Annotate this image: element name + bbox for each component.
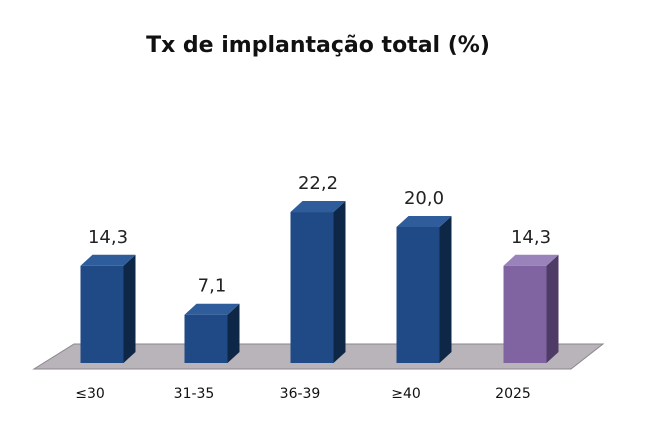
bar-top-face [503, 254, 559, 266]
bar-side-face [123, 254, 136, 363]
bar-front-face [184, 314, 228, 363]
chart-title: Tx de implantação total (%) [146, 33, 490, 58]
bar [503, 254, 559, 363]
x-tick-label: ≤30 [75, 386, 105, 402]
data-label: 7,1 [198, 276, 227, 297]
bar-side-face [439, 216, 452, 363]
bar-front-face [80, 265, 124, 363]
x-tick-label: ≥40 [391, 386, 421, 402]
x-tick-label: 36-39 [280, 386, 321, 402]
bar [184, 303, 240, 363]
bar [290, 201, 346, 363]
data-label: 20,0 [404, 188, 444, 209]
bar-side-face [333, 201, 346, 363]
bar [396, 216, 452, 363]
data-label: 14,3 [88, 227, 128, 248]
bar-front-face [396, 227, 440, 363]
x-tick-label: 2025 [495, 386, 531, 402]
bar-side-face [546, 254, 559, 363]
bar-top-face [396, 216, 452, 227]
value-labels-group: 14,3 7,1 22,2 20,0 14,3 [88, 173, 551, 297]
data-label: 22,2 [298, 173, 338, 194]
data-label: 14,3 [511, 227, 551, 248]
bar [80, 254, 136, 363]
bar-side-face [227, 303, 240, 363]
bar-top-face [80, 254, 136, 266]
x-tick-label: 31-35 [174, 386, 215, 402]
bar-top-face [290, 201, 346, 213]
bar-front-face [290, 212, 334, 363]
bars-group [80, 201, 559, 363]
bar-front-face [503, 265, 547, 363]
x-tick-labels-group: ≤30 31-35 36-39 ≥40 2025 [75, 386, 531, 402]
bar-top-face [184, 303, 240, 315]
